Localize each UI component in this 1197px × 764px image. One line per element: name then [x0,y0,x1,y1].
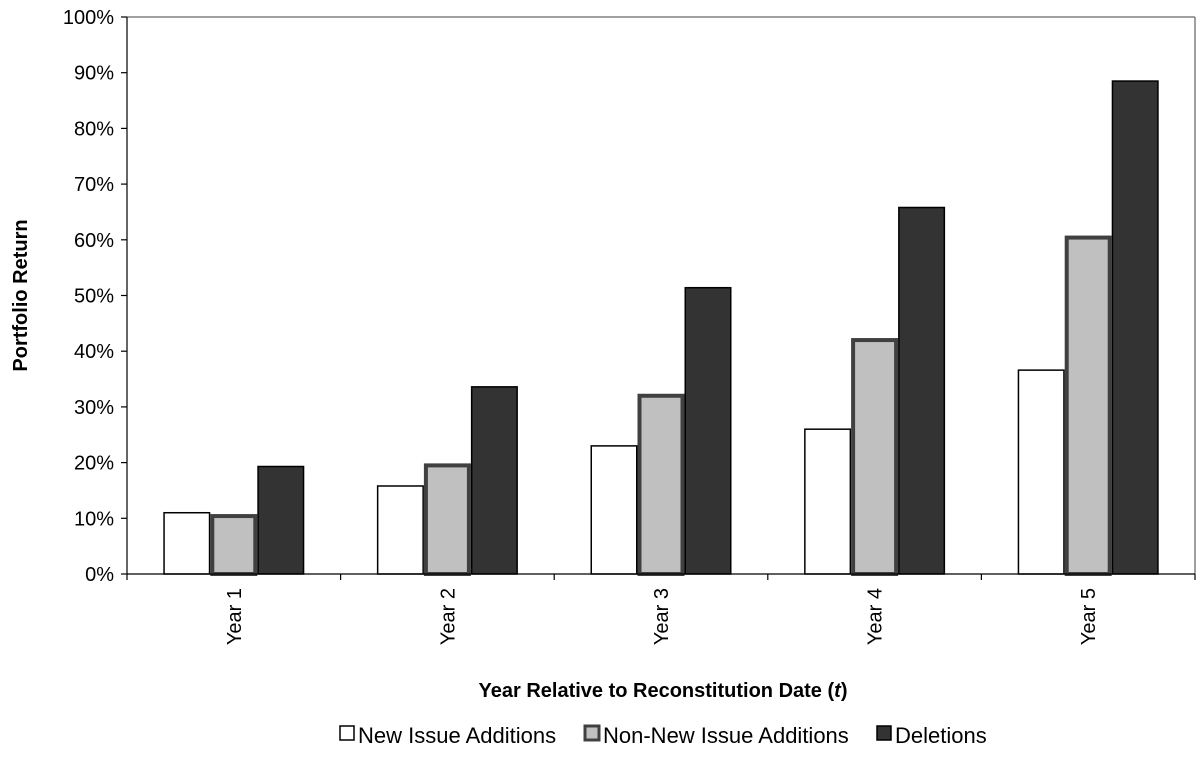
bar-non-new-issue-additions-3 [637,393,685,577]
y-tick-label: 80% [74,118,114,140]
bar-deletions-5 [1111,80,1159,575]
y-tick-label: 100% [63,7,114,29]
bar-deletions-3 [684,286,732,575]
y-tick-label: 70% [74,174,114,196]
bar-new-issue-additions-1 [163,511,211,575]
y-tick-label: 90% [74,63,114,85]
axes-group: 0% 10% 20% 30% 40% 50% 60% 70% 80% 90% 100% Year 1 Y… [63,7,1196,645]
bar-new-issue-additions-4 [804,428,852,575]
bar-deletions-1 [257,465,305,575]
legend-swatch-1 [339,725,355,741]
x-tick-label: Year 2 [437,588,459,645]
legend-label-3: Deletions [895,723,987,748]
bars-group [163,80,1159,577]
bar-deletions-4 [898,206,946,575]
y-tick-label: 0% [85,564,114,586]
y-axis-title: Portfolio Return [10,219,32,371]
y-tick-label: 60% [74,230,114,252]
x-axis-title-main: Year Relative to Reconstitution Date ( [479,680,835,702]
y-tick-label: 10% [74,508,114,530]
legend-swatch-3 [876,725,892,741]
bar-non-new-issue-additions-4 [851,338,899,576]
x-axis-title: Year Relative to Reconstitution Date (t) [479,680,848,702]
bar-new-issue-additions-5 [1017,369,1065,575]
x-axis-title-close: ) [841,680,848,702]
x-tick-label: Year 5 [1078,588,1100,645]
legend: New Issue Additions Non-New Issue Additio… [339,723,987,748]
bar-non-new-issue-additions-2 [423,463,471,577]
bar-non-new-issue-additions-1 [210,514,258,577]
y-tick-label: 30% [74,397,114,419]
legend-label-1: New Issue Additions [358,723,556,748]
bar-new-issue-additions-2 [376,485,424,575]
x-tick-label: Year 3 [651,588,673,645]
x-tick-label: Year 4 [865,588,887,645]
x-axis-title-variable: t [834,680,842,702]
y-tick-label: 40% [74,341,114,363]
bar-non-new-issue-additions-5 [1064,235,1112,577]
bar-new-issue-additions-3 [590,445,638,575]
y-tick-label: 50% [74,286,114,308]
legend-label-2: Non-New Issue Additions [603,723,849,748]
legend-swatch-2 [583,724,601,742]
y-tick-label: 20% [74,453,114,475]
x-tick-label: Year 1 [224,588,246,645]
bar-deletions-2 [470,386,518,575]
